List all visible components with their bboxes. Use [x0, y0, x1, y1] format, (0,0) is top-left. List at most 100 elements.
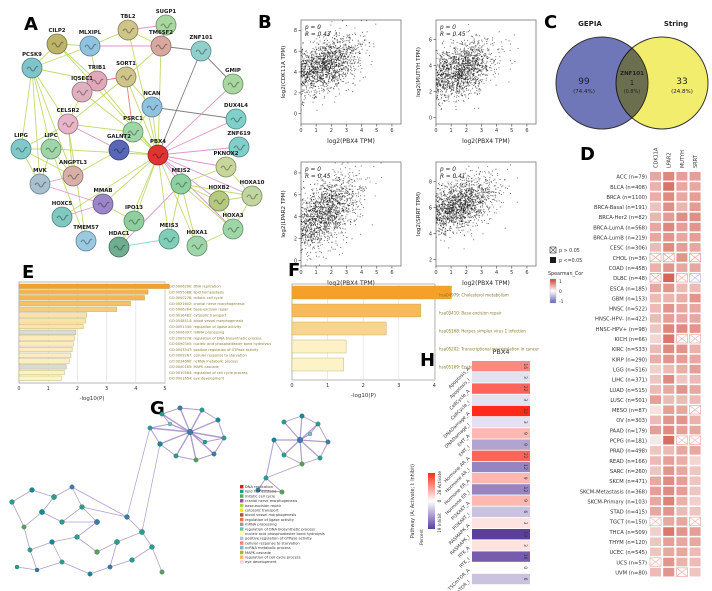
- heatmap-cell: [676, 354, 688, 364]
- heatmap-cell: [663, 375, 675, 384]
- enrichment-bar: [18, 295, 145, 301]
- pathway-cell: [472, 405, 530, 417]
- enrichment-bar: [291, 339, 347, 354]
- cluster-edge: [81, 506, 98, 523]
- svg-text:HOXA10: HOXA10: [240, 180, 265, 186]
- heatmap-cell: [689, 415, 701, 425]
- ppi-node-pbx4: PBX4: [147, 139, 169, 166]
- svg-text:6: 6: [390, 270, 393, 276]
- heatmap-cell: [663, 212, 675, 222]
- heatmap-cell: [650, 172, 661, 181]
- ppi-node-lipc: LIPC: [40, 133, 62, 160]
- svg-text:MLXIPL: MLXIPL: [79, 30, 102, 36]
- cluster-node: [139, 529, 145, 535]
- cluster-node: [215, 417, 221, 423]
- svg-text:log2(MUTYH TPM): log2(MUTYH TPM): [416, 47, 422, 97]
- enrichment-bar: [291, 357, 344, 372]
- cluster-edge: [149, 427, 191, 433]
- heatmap-cell: [676, 415, 688, 425]
- cluster-node: [9, 499, 15, 505]
- ppi-edge: [31, 67, 52, 150]
- cluster-edge: [36, 561, 63, 571]
- panel-label-h: H: [420, 350, 436, 371]
- heatmap-cell: [650, 425, 661, 435]
- cluster-node: [325, 439, 331, 445]
- enrichment-bar: [18, 306, 118, 312]
- heatmap-cell: [663, 202, 675, 212]
- cluster-node: [211, 451, 217, 457]
- heatmap-cell: [649, 273, 662, 283]
- svg-text:2: 2: [429, 89, 432, 95]
- pathway-cell: [472, 383, 530, 394]
- svg-text:3: 3: [345, 128, 348, 134]
- heatmap-cell: [676, 212, 688, 222]
- heatmap-cell: [650, 314, 661, 323]
- cluster-node: [49, 539, 55, 545]
- panel-label-e: E: [22, 262, 35, 283]
- cluster-edge: [29, 549, 38, 571]
- heatmap-cell: [676, 182, 688, 191]
- svg-text:0: 0: [434, 128, 437, 134]
- heatmap-cell: [663, 456, 675, 465]
- cluster-node: [39, 509, 45, 515]
- cluster-edge: [265, 463, 303, 479]
- svg-text:6: 6: [294, 193, 297, 199]
- ppi-node-celsr2: CELSR2: [57, 108, 80, 135]
- cluster-edge: [201, 409, 219, 421]
- enrichment-bar: [18, 347, 73, 353]
- cluster-edge: [23, 511, 43, 528]
- heatmap-cell: [663, 303, 675, 313]
- svg-text:TBL2: TBL2: [121, 14, 136, 20]
- cluster-node: [29, 487, 35, 493]
- svg-text:6: 6: [390, 128, 393, 134]
- cluster-node: [87, 571, 93, 577]
- pathway-cell: [472, 506, 530, 517]
- heatmap-cell: [663, 354, 675, 364]
- heatmap-cell: [676, 375, 688, 384]
- cluster-edge: [301, 415, 319, 425]
- cluster-node: [279, 489, 285, 495]
- heatmap-cell: [676, 527, 688, 536]
- ppi-node-tm6sf2: TM6SF2: [149, 30, 173, 57]
- panel-label-b: B: [258, 12, 272, 33]
- heatmap-cell: [663, 537, 675, 546]
- venn-right-circle: [615, 36, 709, 130]
- svg-text:8: 8: [294, 171, 297, 177]
- pathway-cell: [472, 394, 530, 405]
- ppi-edge: [61, 154, 159, 218]
- heatmap-cell: [689, 456, 701, 465]
- cluster-edge: [189, 419, 219, 433]
- svg-text:log2(CDK11A TPM): log2(CDK11A TPM): [281, 46, 287, 99]
- svg-text:GMIP: GMIP: [225, 68, 241, 74]
- heatmap-cell: [689, 293, 701, 303]
- svg-text:p = 0: p = 0: [439, 25, 456, 31]
- cluster-edge: [299, 439, 303, 465]
- pathway-cell: [472, 461, 530, 473]
- heatmap-cell: [650, 182, 661, 191]
- heatmap-cell: [676, 405, 688, 415]
- panel-label-d: D: [580, 144, 595, 165]
- svg-text:PSRC1: PSRC1: [123, 116, 143, 122]
- scatter-points: [435, 164, 518, 250]
- heatmap-cell: [676, 222, 688, 232]
- svg-text:IQSEC1: IQSEC1: [71, 76, 93, 82]
- ppi-node-znf619: ZNF619: [227, 131, 251, 158]
- svg-text:MEIS2: MEIS2: [172, 168, 191, 174]
- cluster-node: [21, 524, 27, 530]
- cluster-edge: [299, 439, 321, 459]
- cluster-edge: [159, 443, 177, 457]
- heatmap-cell: [663, 415, 675, 425]
- ppi-node-iqsec1: IQSEC1: [71, 76, 93, 103]
- ppi-node-znf101: ZNF101: [189, 35, 213, 62]
- svg-text:6: 6: [429, 37, 432, 43]
- cluster-edge: [301, 457, 321, 465]
- cluster-edge: [51, 536, 78, 543]
- ppi-node-hoxb2: HOXB2: [209, 185, 230, 212]
- heatmap-cell: [689, 222, 701, 232]
- ppi-edge: [31, 67, 98, 82]
- heatmap-cell: [676, 496, 688, 506]
- cluster-edge: [41, 511, 63, 523]
- pathway-cell: [472, 495, 530, 506]
- enrichment-bar: [18, 318, 86, 324]
- cluster-node: [193, 457, 199, 463]
